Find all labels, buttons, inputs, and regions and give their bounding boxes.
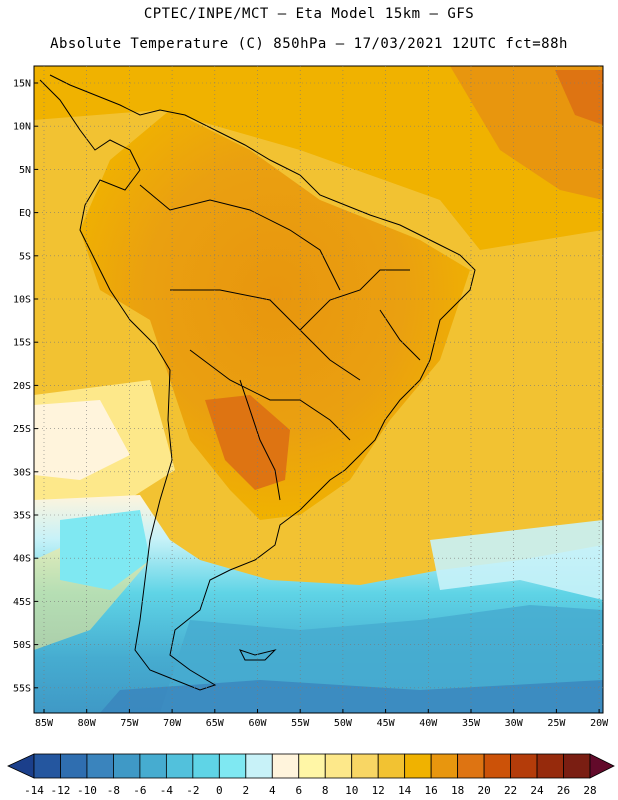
longitude-label: 45W (377, 718, 396, 729)
colorbar-max-arrow (589, 753, 615, 779)
colorbar-swatch (483, 753, 511, 779)
graticule (34, 66, 603, 713)
colorbar-swatch (298, 753, 326, 779)
colorbar-label: 24 (530, 784, 544, 797)
longitude-label: 65W (206, 718, 225, 729)
colorbar-swatch (271, 753, 300, 779)
colorbar-min-arrow (7, 753, 35, 779)
colorbar-swatch (404, 753, 432, 779)
map-title: CPTEC/INPE/MCT — Eta Model 15km — GFS (143, 6, 475, 22)
colorbar-swatch (536, 753, 564, 779)
colorbar-swatch (86, 753, 114, 779)
colorbar-swatch (324, 753, 353, 779)
latitude-label: 45S (13, 597, 31, 608)
latitude-label: 5S (19, 251, 31, 262)
longitude-label: 50W (334, 718, 353, 729)
colorbar-label: 0 (216, 784, 223, 797)
colorbar-label: 6 (295, 784, 302, 797)
colorbar-swatch (139, 753, 167, 779)
latitude-label: 50S (13, 640, 31, 651)
colorbar-swatch (60, 753, 88, 779)
colorbar-label: -2 (186, 784, 199, 797)
longitude-label: 35W (462, 718, 481, 729)
longitude-label: 85W (35, 718, 54, 729)
colorbar-label: -12 (51, 784, 71, 797)
colorbar-label: 26 (557, 784, 570, 797)
colorbar-label: 16 (425, 784, 438, 797)
colorbar: -14 -12 -10 -8 -6 -4 -2 0 2 4 6 8 10 12 14 16 18 20 22 24 26… (7, 753, 615, 797)
colorbar-swatch (563, 753, 591, 779)
colorbar-label: -10 (77, 784, 97, 797)
map-subtitle: Absolute Temperature (C) 850hPa — 17/03/… (50, 36, 568, 52)
latitude-label: EQ (19, 208, 31, 219)
latitude-label: 25S (13, 424, 31, 435)
colorbar-swatch (192, 753, 220, 779)
colorbar-swatch (245, 753, 273, 779)
latitude-label: 10S (13, 295, 31, 306)
longitude-label: 75W (120, 718, 139, 729)
colorbar-swatch (430, 753, 459, 779)
colorbar-label: 4 (269, 784, 276, 797)
latitude-label: 10N (13, 122, 31, 133)
colorbar-label: 18 (451, 784, 464, 797)
colorbar-label: 10 (345, 784, 358, 797)
latitude-label: 5N (19, 165, 31, 176)
latitude-labels: 15N 10N 5N EQ 5S 10S 15S 20S 25S 30S 35S 40S 45S 50S 5… (13, 79, 31, 695)
colorbar-label: -14 (24, 784, 44, 797)
longitude-label: 55W (291, 718, 310, 729)
latitude-label: 55S (13, 683, 31, 694)
colorbar-label: -4 (160, 784, 174, 797)
colorbar-label: 14 (398, 784, 412, 797)
coastlines (39, 74, 476, 691)
longitude-label: 30W (505, 718, 524, 729)
colorbar-swatch (218, 753, 247, 779)
map-frame (33, 65, 604, 714)
longitude-label: 20W (590, 718, 609, 729)
latitude-label: 15S (13, 338, 31, 349)
latitude-label: 30S (13, 467, 31, 478)
colorbar-swatch (351, 753, 379, 779)
latitude-label: 40S (13, 554, 31, 565)
colorbar-label: -8 (107, 784, 120, 797)
colorbar-swatch (510, 753, 538, 779)
longitude-label: 60W (248, 718, 267, 729)
colorbar-swatch (33, 753, 61, 779)
colorbar-label: 22 (504, 784, 517, 797)
longitude-label: 70W (163, 718, 182, 729)
temperature-field (34, 66, 603, 713)
colorbar-swatch (377, 753, 406, 779)
colorbar-swatch (113, 753, 141, 779)
longitude-label: 40W (419, 718, 438, 729)
colorbar-label: 12 (372, 784, 385, 797)
colorbar-label: -6 (133, 784, 146, 797)
longitude-label: 25W (547, 718, 566, 729)
latitude-label: 20S (13, 381, 31, 392)
colorbar-label: 20 (477, 784, 490, 797)
colorbar-label: 2 (242, 784, 249, 797)
colorbar-swatch (165, 753, 194, 779)
latitude-label: 35S (13, 511, 31, 522)
colorbar-label: 28 (583, 784, 596, 797)
colorbar-label: 8 (322, 784, 329, 797)
colorbar-swatch (457, 753, 485, 779)
latitude-label: 15N (13, 79, 31, 90)
longitude-label: 80W (78, 718, 97, 729)
longitude-labels: 85W 80W 75W 70W 65W 60W 55W 50W 45W 40W 35W 30W 25W 2… (35, 718, 609, 729)
